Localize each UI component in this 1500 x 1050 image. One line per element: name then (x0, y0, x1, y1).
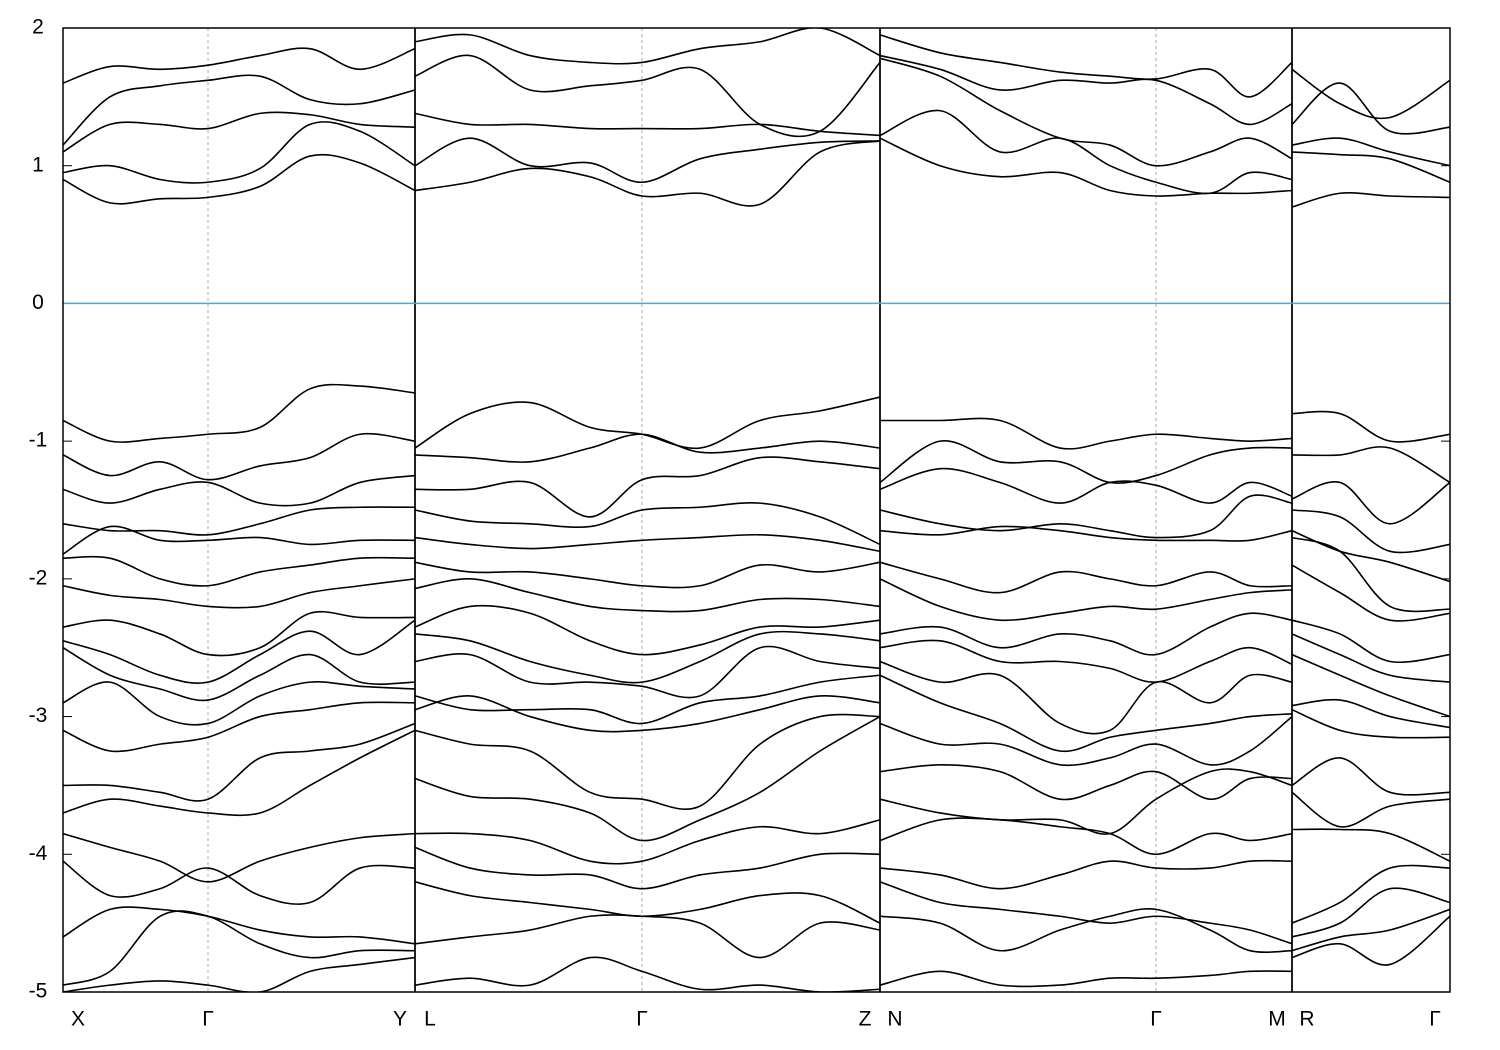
band-line (63, 908, 1450, 992)
band-line (63, 28, 1450, 120)
band-line (63, 536, 1450, 613)
x-tick-label: M (1268, 1008, 1286, 1031)
band-line (63, 109, 1450, 195)
x-tick-label: Z (859, 1008, 872, 1031)
band-line (63, 604, 1450, 664)
y-tick-label: 0 (32, 291, 44, 314)
band-line (63, 881, 1450, 945)
band-line (63, 619, 1450, 684)
band-line (63, 846, 1450, 924)
x-tick-label: R (1299, 1008, 1314, 1031)
x-tick-label: L (424, 1008, 436, 1031)
band-line (63, 695, 1450, 767)
band-line (63, 674, 1450, 753)
band-line (63, 713, 1450, 810)
band-line (63, 383, 1450, 450)
band-line (63, 432, 1450, 484)
band-line (63, 715, 1450, 842)
y-tick-label: 1 (32, 153, 44, 176)
y-tick-label: -2 (29, 566, 48, 589)
x-tick-label: Γ (202, 1008, 214, 1031)
x-tick-label: Γ (636, 1008, 648, 1031)
band-line (63, 645, 1450, 735)
band-line (63, 456, 1450, 525)
x-tick-label: Γ (1429, 1008, 1441, 1031)
y-tick-label: -1 (29, 429, 48, 452)
y-tick-label: 2 (32, 16, 44, 39)
x-tick-label: Γ (1150, 1008, 1162, 1031)
band-line (63, 137, 1450, 208)
band-line (63, 564, 1450, 622)
y-tick-label: -4 (29, 842, 48, 865)
band-line (63, 908, 1450, 986)
x-tick-label: N (887, 1008, 902, 1031)
y-tick-label: -3 (29, 704, 48, 727)
band-line (63, 494, 1450, 554)
bands (63, 28, 1450, 992)
grid (63, 27, 1450, 993)
y-tick-label: -5 (29, 980, 48, 1003)
plot-frame (62, 27, 1451, 993)
x-tick-label: X (71, 1008, 85, 1031)
x-tick-label: Y (393, 1008, 407, 1031)
band-line (63, 57, 1450, 167)
band-line (63, 817, 1450, 883)
band-line (63, 54, 1450, 146)
band-line (63, 525, 1450, 583)
labels: -5 -4 -3 -2 -1 0 1 2 X Γ Y L Γ Z N Γ M R Γ (29, 16, 1441, 1031)
